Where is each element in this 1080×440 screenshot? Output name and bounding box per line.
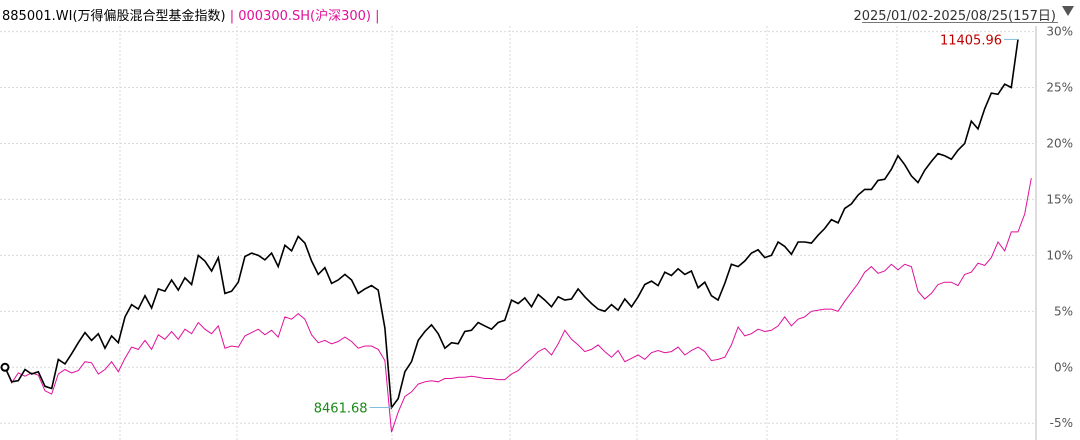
y-tick-label: 20% (1046, 136, 1073, 150)
y-tick-label: 5% (1054, 304, 1073, 318)
series-line-885001 (4, 39, 1019, 410)
legend-separator: | (225, 9, 239, 24)
y-axis-ticks: -5% 0% 5% 10% 15% 20% 25% 30% (1046, 25, 1073, 431)
legend: 885001.WI(万得偏股混合型基金指数) | 000300.SH(沪深300… (2, 5, 380, 24)
y-tick-label: 25% (1046, 81, 1073, 95)
y-tick-label: 30% (1046, 25, 1073, 39)
legend-separator-end: | (371, 9, 380, 24)
extreme-annotations: 11405.96 8461.68 (314, 33, 1018, 417)
legend-series-000300[interactable]: 000300.SH(沪深300) (238, 9, 371, 24)
y-tick-label: 10% (1046, 248, 1073, 262)
start-point (0, 362, 10, 372)
date-range-selector[interactable]: 2025/01/02-2025/08/25(157日) (853, 9, 1056, 24)
y-tick-label: -5% (1050, 416, 1073, 430)
chart-header: 885001.WI(万得偏股混合型基金指数) | 000300.SH(沪深300… (0, 0, 1080, 26)
min-value-label: 8461.68 (314, 402, 368, 417)
start-marker-icon (0, 362, 10, 372)
series-line-000300 (4, 178, 1032, 433)
grid-layer (0, 26, 1037, 440)
y-tick-label: 15% (1046, 192, 1073, 206)
y-tick-label: 0% (1054, 360, 1073, 374)
legend-series-885001[interactable]: 885001.WI(万得偏股混合型基金指数) (2, 9, 226, 24)
date-range-underline (862, 22, 1058, 23)
max-value-label: 11405.96 (940, 33, 1002, 48)
dropdown-caret-icon[interactable] (1062, 6, 1074, 16)
